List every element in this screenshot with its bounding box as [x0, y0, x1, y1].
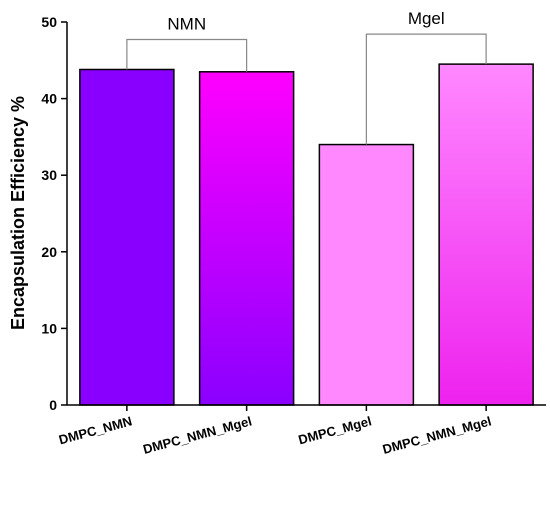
group-bracket — [126, 38, 248, 72]
group-bracket — [365, 33, 487, 145]
x-tick-label: DMPC_NMN_Mgel — [141, 413, 253, 456]
x-tick-label: DMPC_NMN_Mgel — [381, 413, 493, 456]
y-tick-label: 50 — [41, 14, 57, 30]
bar-4 — [438, 63, 534, 406]
bars-group — [79, 63, 534, 406]
bar-1 — [79, 68, 175, 406]
y-ticks-group: 0 10 20 30 40 50 — [41, 14, 67, 413]
bar-2 — [198, 71, 295, 406]
brackets-group: NMN Mgel — [126, 9, 487, 145]
axes-group — [66, 22, 546, 406]
y-axis-title: Encapsulation Efficiency % — [8, 96, 28, 330]
y-tick-label: 40 — [41, 91, 57, 107]
group-label: Mgel — [408, 9, 445, 28]
y-tick-label: 0 — [49, 397, 57, 413]
bar-3 — [318, 143, 415, 406]
y-tick-label: 20 — [41, 244, 57, 260]
y-tick-label: 30 — [41, 167, 57, 183]
x-labels-group: DMPC_NMN DMPC_NMN_Mgel DMPC_Mgel DMPC_NMN_M… — [57, 405, 493, 457]
group-label: NMN — [167, 14, 206, 33]
x-tick-label: DMPC_Mgel — [297, 413, 373, 447]
y-tick-label: 10 — [41, 320, 57, 336]
x-tick-label: DMPC_NMN — [57, 413, 133, 447]
